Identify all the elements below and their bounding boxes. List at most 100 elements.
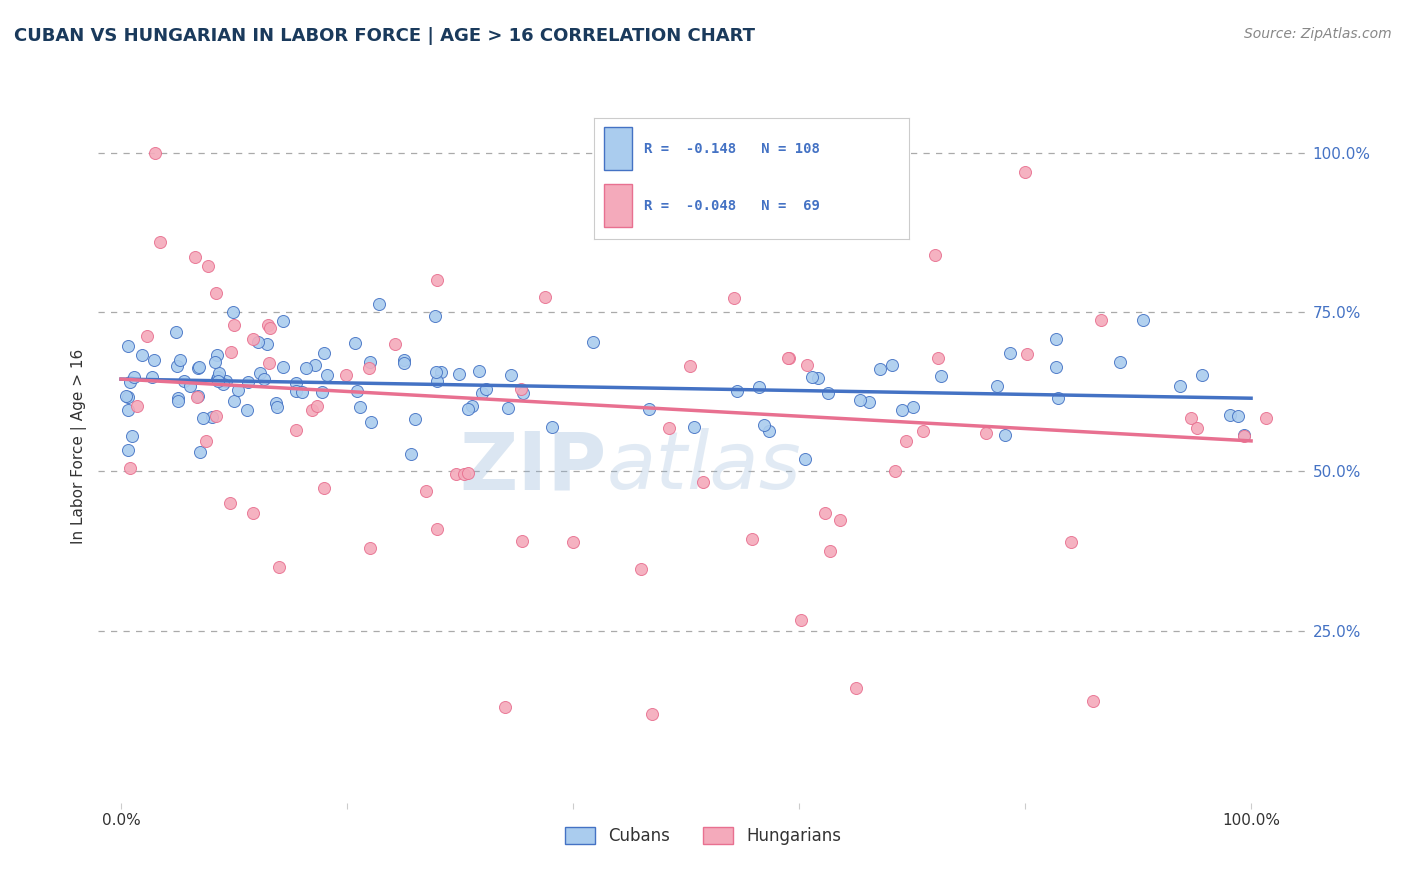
Point xyxy=(894,434,917,449)
Point xyxy=(1219,408,1241,422)
Point xyxy=(271,359,294,374)
Point xyxy=(294,361,316,376)
Point xyxy=(444,467,467,481)
Point xyxy=(818,543,841,558)
Point xyxy=(994,428,1017,442)
Point xyxy=(360,415,382,429)
Point xyxy=(349,401,371,415)
Point xyxy=(510,382,533,396)
Point xyxy=(658,421,681,435)
Point xyxy=(304,358,326,372)
Point xyxy=(368,297,391,311)
Point xyxy=(236,375,259,389)
Point xyxy=(1180,410,1202,425)
Point xyxy=(394,353,416,368)
Point xyxy=(890,402,912,417)
Point xyxy=(256,337,278,351)
Point xyxy=(188,445,211,459)
Point xyxy=(207,374,229,388)
Point xyxy=(638,402,661,417)
Point xyxy=(399,447,422,461)
Point xyxy=(141,369,163,384)
Point xyxy=(911,424,934,438)
Point xyxy=(259,321,281,335)
Point xyxy=(384,337,406,351)
Point xyxy=(222,305,245,319)
Point xyxy=(316,368,339,382)
Point xyxy=(725,384,748,398)
Point xyxy=(778,351,800,366)
Point xyxy=(741,532,763,546)
Legend: Cubans, Hungarians: Cubans, Hungarians xyxy=(558,820,848,852)
Point xyxy=(205,409,228,423)
Point xyxy=(117,339,139,353)
Point xyxy=(301,402,323,417)
Point xyxy=(290,385,312,400)
Y-axis label: In Labor Force | Age > 16: In Labor Force | Age > 16 xyxy=(72,349,87,543)
Point xyxy=(195,434,218,449)
Point xyxy=(207,348,229,362)
Point xyxy=(222,394,245,409)
Point xyxy=(630,562,652,576)
Point xyxy=(183,250,205,264)
Point xyxy=(359,541,381,555)
Point xyxy=(117,402,139,417)
Point xyxy=(901,400,924,414)
Point xyxy=(266,400,288,414)
Point xyxy=(212,377,235,392)
Point xyxy=(752,418,775,433)
Point xyxy=(426,273,449,287)
Point xyxy=(357,360,380,375)
Point xyxy=(117,390,139,404)
Point xyxy=(122,369,145,384)
Point xyxy=(215,374,238,388)
Point xyxy=(1059,534,1081,549)
Point xyxy=(869,361,891,376)
Point xyxy=(404,411,426,425)
Point xyxy=(149,235,172,249)
Point xyxy=(205,285,228,300)
Point xyxy=(998,345,1021,359)
Point xyxy=(849,393,872,408)
Point xyxy=(187,389,209,403)
Point xyxy=(1045,332,1067,346)
Point xyxy=(415,483,437,498)
Point xyxy=(510,534,533,549)
Point xyxy=(392,356,415,370)
Point xyxy=(475,382,498,396)
Point xyxy=(264,396,287,410)
Point xyxy=(794,451,817,466)
Point xyxy=(143,145,166,160)
Point xyxy=(468,364,491,378)
Point xyxy=(188,359,211,374)
Point xyxy=(1081,694,1104,708)
Point xyxy=(1046,391,1069,405)
Point xyxy=(494,700,516,714)
Point xyxy=(924,248,946,262)
Point xyxy=(222,318,245,332)
Text: Source: ZipAtlas.com: Source: ZipAtlas.com xyxy=(1244,27,1392,41)
Text: CUBAN VS HUNGARIAN IN LABOR FORCE | AGE > 16 CORRELATION CHART: CUBAN VS HUNGARIAN IN LABOR FORCE | AGE … xyxy=(14,27,755,45)
Point xyxy=(426,374,449,388)
Point xyxy=(641,706,664,721)
Point xyxy=(883,464,905,478)
Point xyxy=(257,356,280,370)
Point xyxy=(1254,411,1277,425)
Point xyxy=(800,370,823,384)
Point xyxy=(359,355,381,369)
Point xyxy=(986,379,1008,393)
Point xyxy=(285,423,308,437)
Point xyxy=(1233,429,1256,443)
Point xyxy=(430,365,453,379)
Point xyxy=(312,481,335,495)
Point xyxy=(1227,409,1250,424)
Point xyxy=(828,513,851,527)
Point xyxy=(271,314,294,328)
Point xyxy=(1168,379,1191,393)
Point xyxy=(179,379,201,393)
Point xyxy=(335,368,357,382)
Point xyxy=(242,506,264,520)
Point xyxy=(1185,421,1208,435)
Point xyxy=(1014,165,1036,179)
Point xyxy=(1109,355,1132,369)
